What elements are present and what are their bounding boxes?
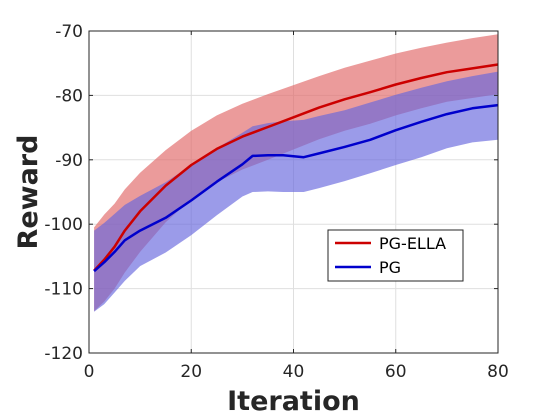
legend: PG-ELLA PG [327,229,464,282]
y-tick-label: -80 [55,86,83,106]
x-tick-label: 0 [84,362,95,382]
y-axis-label: Reward [13,135,44,250]
axis-ticks: 0 20 40 60 80 -120 -110 -100 -90 -80 -70 [44,22,508,382]
legend-box [327,229,464,282]
line-pg [93,103,499,273]
x-tick-label: 60 [385,362,407,382]
legend-label-pg: PG [379,258,401,277]
x-axis-label: Iteration [227,386,360,417]
y-tick-label: -90 [55,151,83,171]
y-tick-label: -120 [44,344,83,364]
legend-label-pg-ella: PG-ELLA [379,234,446,253]
line-pg-ella [93,63,499,272]
y-tick-label: -70 [55,22,83,42]
confidence-bands [94,34,498,312]
y-tick-label: -100 [44,215,83,235]
x-tick-label: 20 [180,362,202,382]
band-pg [94,71,498,312]
y-tick-label: -110 [44,280,83,300]
x-tick-label: 40 [283,362,305,382]
x-tick-label: 80 [487,362,509,382]
series-lines [93,63,499,273]
